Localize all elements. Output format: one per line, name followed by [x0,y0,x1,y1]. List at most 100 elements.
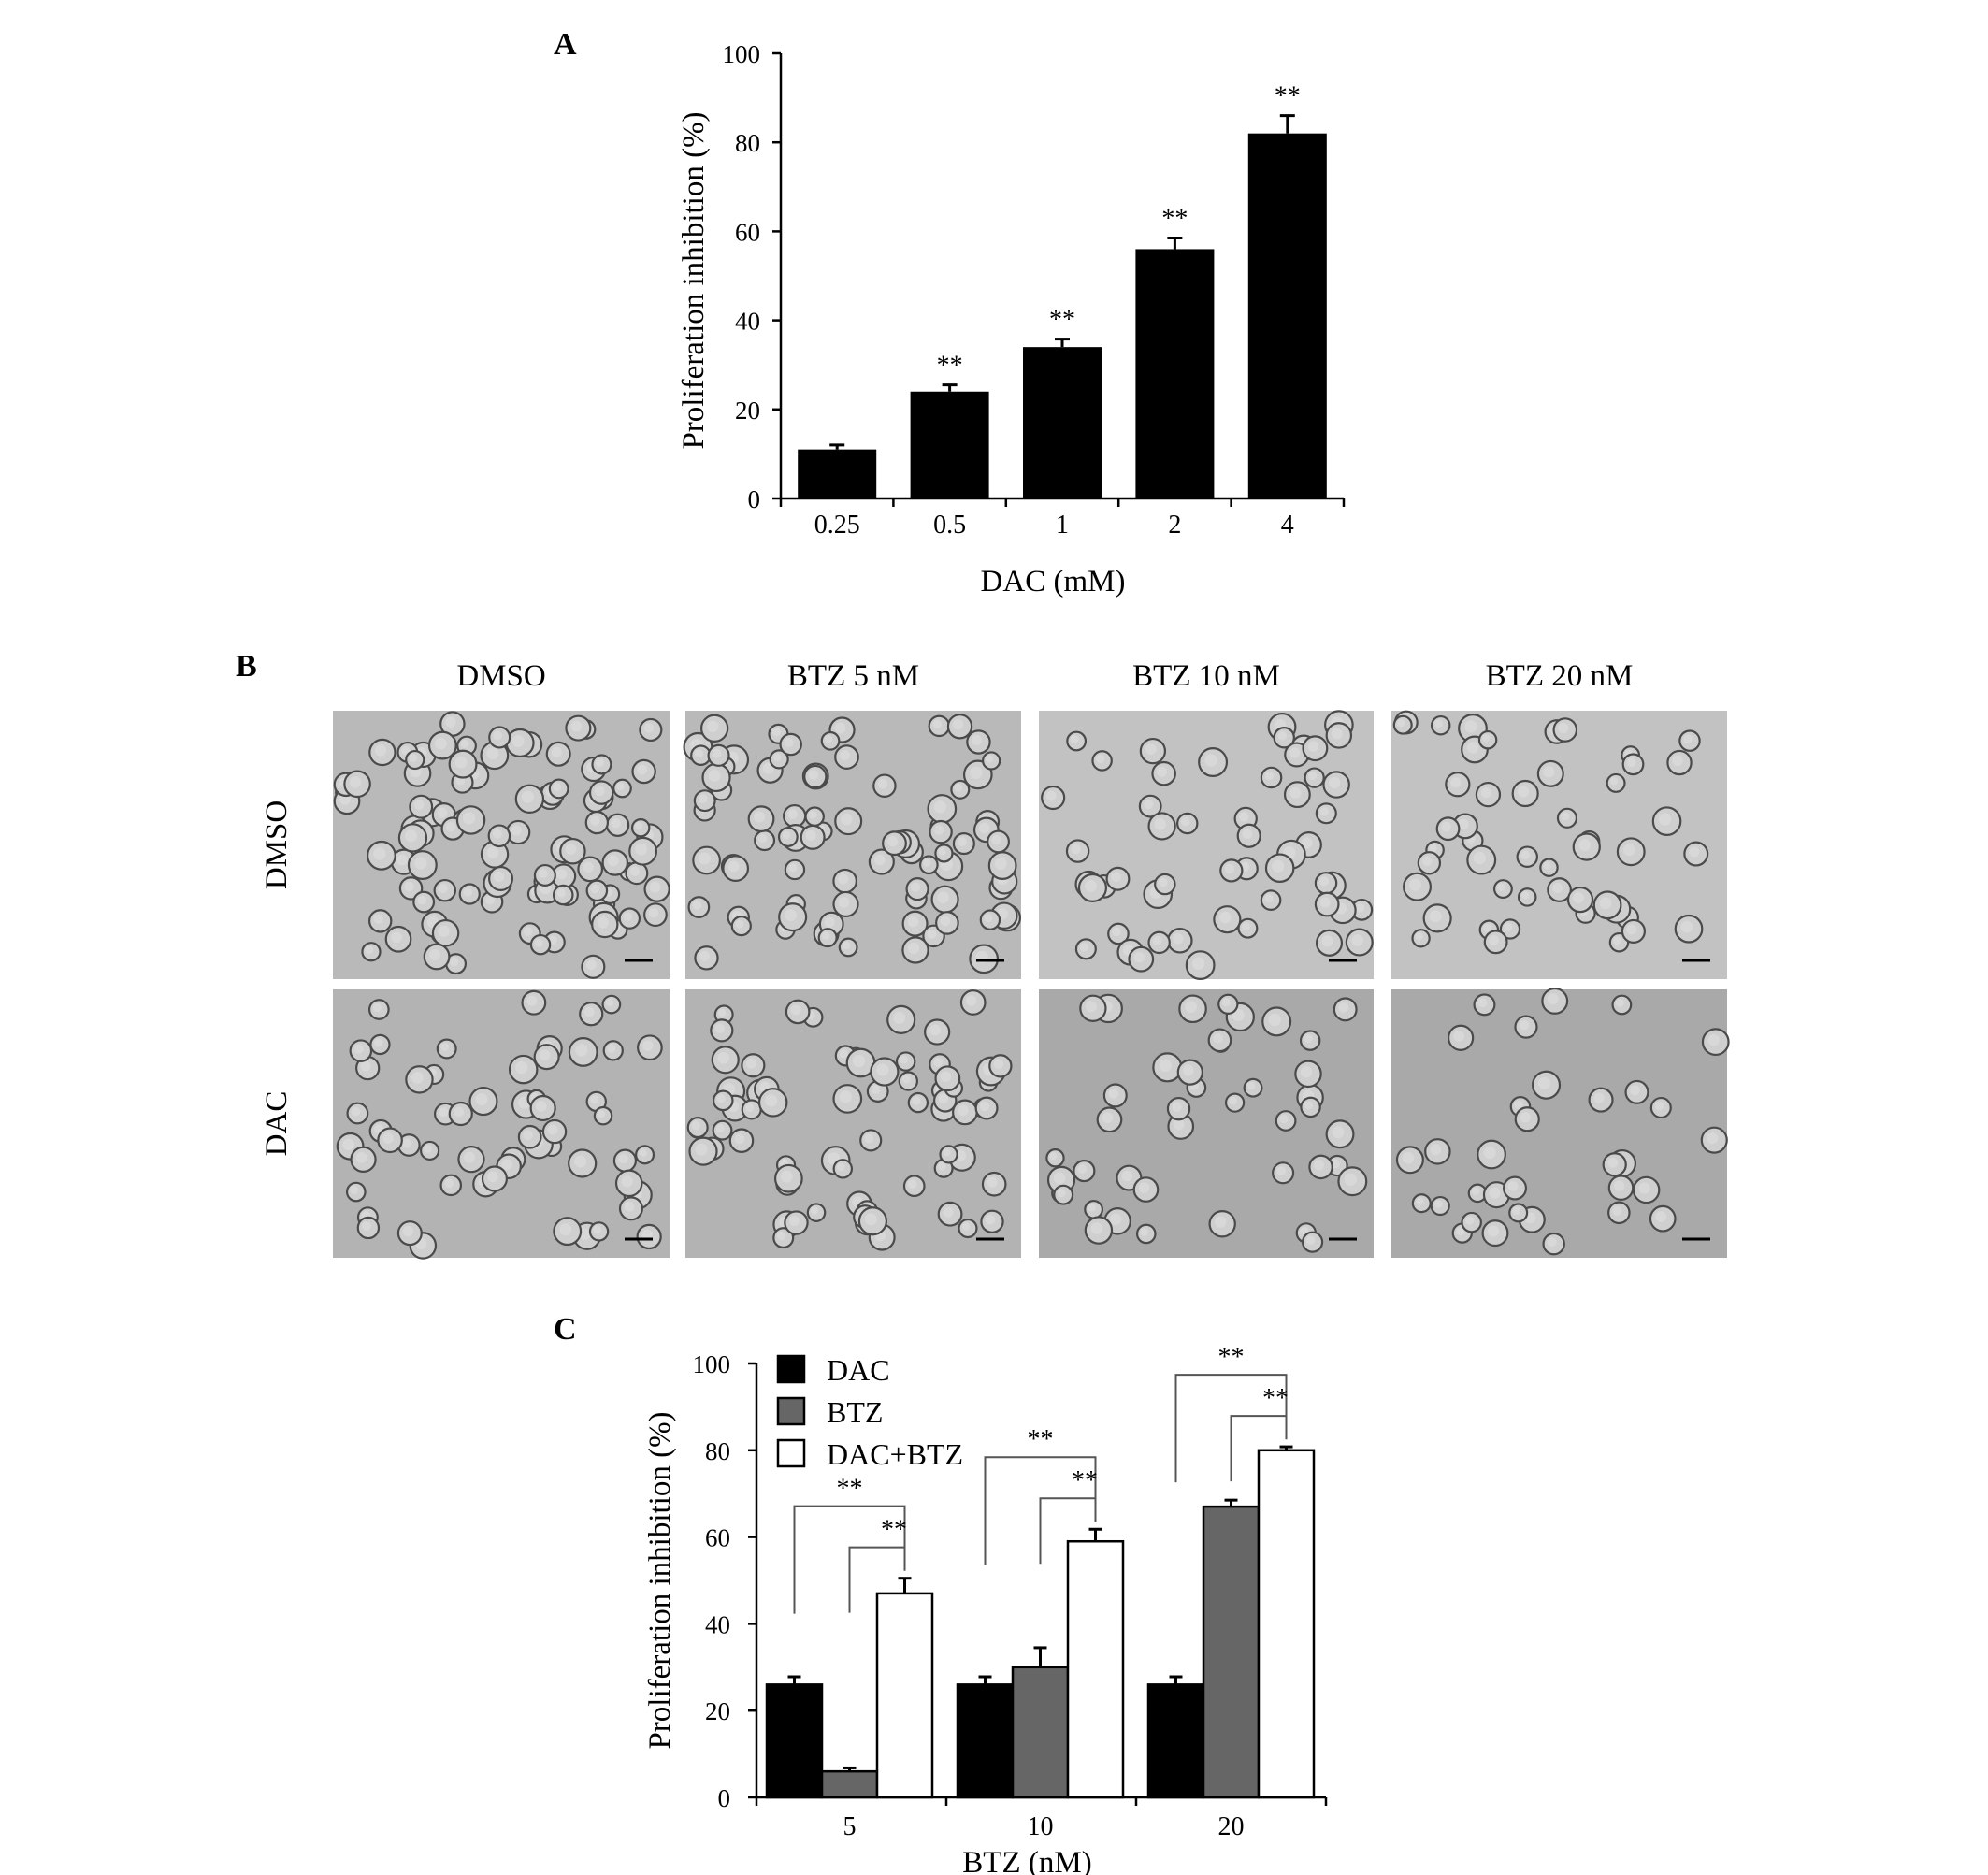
cell-highlight [1441,821,1451,832]
cell-highlight [1109,1213,1122,1225]
cell-highlight [342,1138,354,1151]
cell-highlight [438,884,448,894]
cell-highlight [1578,839,1592,851]
cell-highlight [1415,932,1423,941]
bar-dac-btz [875,1592,934,1799]
significance-label: ** [1218,1343,1245,1372]
cell-highlight [986,755,994,763]
micrograph-image [683,711,1021,979]
panel-label-a: A [554,27,577,62]
cell-highlight [1429,844,1437,853]
cell-highlight [994,858,1007,871]
cell-highlight [597,916,609,929]
cell-highlight [444,1178,454,1189]
cell-highlight [958,1104,969,1117]
micrograph-image [333,989,670,1260]
y-tick-label: 80 [705,1437,730,1465]
chart-c: 0 20 40 60 80 100 5 10 20 ** ** ** ** ** ** DAC BTZ DAC+B… [643,1343,1328,1875]
cell-highlight [1308,772,1318,781]
cell-highlight [434,737,447,750]
cell-highlight [691,1120,700,1131]
cell-highlight [1434,719,1444,728]
cell-highlight [937,891,949,903]
cell-highlight [605,998,614,1007]
cell-highlight [575,1044,588,1057]
cell-highlight [706,720,719,733]
cell-highlight [1088,1204,1096,1212]
y-tick-label: 20 [705,1697,730,1725]
cell-highlight [932,719,943,729]
legend-label: DAC [827,1353,890,1387]
cell-highlight [1221,998,1231,1007]
cell-highlight [404,881,414,892]
cell-highlight [717,1051,730,1064]
cell-highlight [839,750,851,761]
cell-highlight [1402,1152,1415,1164]
micrograph-image [1039,989,1374,1258]
cell-highlight [1304,1101,1314,1110]
column-label: BTZ 5 nM [787,659,919,693]
cell-highlight [556,888,566,898]
cell-highlight [449,957,459,967]
cell-highlight [649,881,661,893]
cell-highlight [1219,911,1232,924]
cell-highlight [1573,892,1584,903]
y-tick-label: 0 [748,485,761,513]
cell-highlight [808,810,817,819]
legend-swatch [776,1354,806,1384]
cell-highlight [463,1151,476,1163]
chart-a: 0 20 40 60 80 100 0.25 ** 0.5 ** 1 ** 2 ** 4 DAC (mM) Pr… [677,40,1346,599]
cell-highlight [1626,924,1637,935]
cell-highlight [788,863,798,873]
significance-label: ** [937,352,963,381]
x-tick-label: 2 [1168,511,1181,540]
cell-highlight [716,1124,725,1133]
cell-highlight [1599,897,1612,910]
cell-highlight [1140,1228,1149,1236]
cell-highlight [788,1216,800,1227]
cell-highlight [526,995,538,1006]
bar-dac [1146,1683,1205,1799]
cell-highlight [952,719,964,730]
cell-highlight [836,1162,845,1172]
bar [1135,249,1215,498]
cell-highlight [1654,1101,1664,1111]
cell-highlight [1458,818,1469,830]
significance-bracket [984,1456,1097,1565]
y-tick-label: 40 [705,1610,730,1638]
cell-highlight [1182,1064,1194,1076]
cell-highlight [940,1071,952,1082]
cell-highlight [876,1063,889,1076]
cell-highlight [445,821,456,832]
cell-highlight [1301,837,1313,849]
cell-highlight [1085,1001,1097,1013]
cell-highlight [933,825,944,835]
significance-bracket [1174,1374,1288,1483]
cell-highlight [1232,1008,1245,1022]
cell-highlight [1464,720,1477,733]
cell-highlight [1520,1112,1531,1123]
cell-highlight [1152,935,1162,945]
cell-highlight [938,1093,948,1104]
cell-highlight [570,720,583,732]
x-tick-label: 1 [1056,511,1069,540]
cell-highlight [984,914,993,923]
x-tick-label: 20 [1218,1812,1245,1841]
cell-highlight [460,740,469,748]
cell-highlight [360,1060,371,1072]
panel-label-b: B [236,649,257,684]
cell-highlight [1133,951,1145,963]
cell-highlight [1561,812,1570,821]
cell-highlight [404,829,418,843]
cell-highlight [1483,923,1491,932]
y-tick-label: 40 [735,308,760,336]
cell-highlight [1655,1211,1667,1223]
cell-highlight [907,916,919,928]
cell-highlight [912,1096,921,1105]
cell-highlight [1543,766,1555,778]
cell-highlight [1481,734,1491,743]
cell-highlight [1689,846,1700,858]
cell-highlight [547,1124,558,1135]
cell-highlight [745,1058,756,1069]
cell-highlight [902,1075,911,1084]
